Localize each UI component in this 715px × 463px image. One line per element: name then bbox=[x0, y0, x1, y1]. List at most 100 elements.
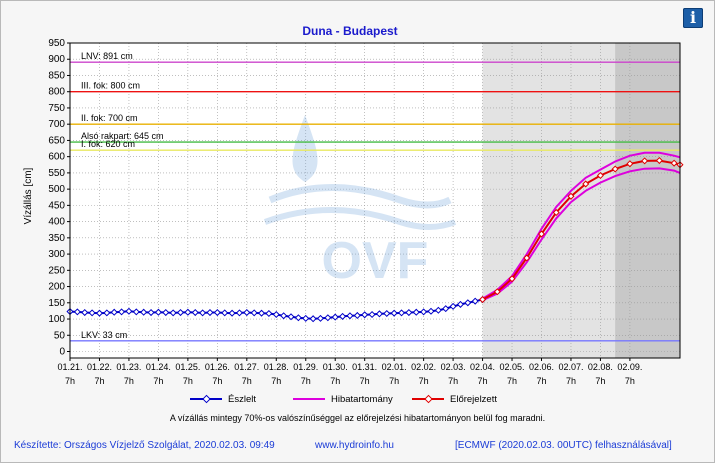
forecast-point bbox=[582, 180, 590, 188]
footer-credits: Készítette: Országos Vízjelző Szolgálat,… bbox=[14, 440, 275, 451]
observed-point bbox=[309, 315, 317, 323]
x-tick-label-hour: 7h bbox=[94, 376, 104, 386]
y-tick-label: 750 bbox=[48, 103, 65, 114]
y-axis-label: Vízállás [cm] bbox=[23, 167, 34, 224]
observed-point bbox=[353, 311, 361, 319]
x-tick-label-hour: 7h bbox=[507, 376, 517, 386]
y-tick-label: 300 bbox=[48, 249, 65, 260]
info-icon[interactable]: i bbox=[683, 8, 703, 28]
watermark-wave bbox=[268, 184, 452, 209]
observed-point bbox=[191, 309, 199, 317]
observed-point bbox=[125, 307, 133, 315]
observed-point bbox=[390, 309, 398, 317]
observed-point bbox=[184, 308, 192, 316]
observed-point bbox=[397, 309, 406, 317]
y-tick-label: 200 bbox=[48, 282, 65, 293]
legend-label: Előrejelzett bbox=[450, 394, 497, 405]
observed-point bbox=[206, 309, 214, 317]
x-tick-label-hour: 7h bbox=[419, 376, 429, 386]
x-tick-label-hour: 7h bbox=[595, 376, 605, 386]
observed-point bbox=[147, 309, 155, 317]
legend-label: Hibatartomány bbox=[331, 394, 393, 405]
watermark-wave bbox=[263, 207, 457, 230]
observed-point bbox=[346, 312, 354, 320]
observed-point bbox=[81, 309, 89, 317]
watermark-drop bbox=[292, 115, 318, 182]
x-tick-label-hour: 7h bbox=[625, 376, 635, 386]
reference-label: I. fok: 620 cm bbox=[81, 139, 135, 149]
x-tick-label-date: 01.30. bbox=[323, 362, 348, 372]
x-tick-label-hour: 7h bbox=[360, 376, 370, 386]
y-tick-label: 0 bbox=[59, 347, 65, 358]
forecast-point bbox=[655, 157, 663, 165]
legend-marker bbox=[202, 394, 211, 404]
x-tick-label-hour: 7h bbox=[153, 376, 163, 386]
forecast-shading-late bbox=[615, 43, 680, 358]
x-tick-label-date: 02.08. bbox=[588, 362, 613, 372]
forecast-point bbox=[567, 192, 575, 200]
y-tick-label: 900 bbox=[48, 54, 65, 65]
footer-source: [ECMWF (2020.02.03. 00UTC) felhasználásá… bbox=[455, 440, 672, 451]
forecast-point bbox=[626, 160, 634, 168]
observed-point bbox=[412, 308, 420, 316]
observed-point bbox=[456, 300, 464, 308]
x-tick-label-date: 01.27. bbox=[234, 362, 259, 372]
observed-point bbox=[250, 309, 258, 317]
x-tick-label-hour: 7h bbox=[183, 376, 193, 386]
observed-point bbox=[272, 310, 280, 319]
observed-point bbox=[464, 299, 472, 307]
x-tick-label-date: 01.22. bbox=[87, 362, 112, 372]
observed-point bbox=[110, 308, 118, 316]
x-tick-label-hour: 7h bbox=[301, 376, 311, 386]
x-tick-label-date: 01.23. bbox=[116, 362, 141, 372]
reference-label: LKV: 33 cm bbox=[81, 330, 127, 340]
observed-point bbox=[339, 312, 347, 320]
plot-border bbox=[69, 42, 681, 359]
forecast-point bbox=[611, 165, 619, 173]
x-tick-label-hour: 7h bbox=[65, 376, 75, 386]
observed-point bbox=[294, 314, 302, 322]
forecast-point bbox=[596, 171, 604, 180]
observed-point bbox=[368, 310, 376, 319]
forecast-point bbox=[641, 157, 649, 165]
y-tick-label: 650 bbox=[48, 135, 65, 146]
legend-label: Észlelt bbox=[228, 394, 256, 405]
y-tick-label: 350 bbox=[48, 233, 65, 244]
observed-point bbox=[302, 314, 310, 322]
x-tick-label-date: 01.26. bbox=[205, 362, 230, 372]
observed-point bbox=[375, 310, 383, 318]
error-band-upper-line bbox=[482, 151, 681, 300]
x-tick-label-date: 02.01. bbox=[382, 362, 407, 372]
x-tick-label-date: 02.05. bbox=[500, 362, 525, 372]
y-tick-label: 450 bbox=[48, 200, 65, 211]
observed-point bbox=[316, 314, 325, 322]
x-tick-label-date: 01.28. bbox=[264, 362, 289, 372]
y-tick-label: 50 bbox=[54, 330, 66, 341]
y-tick-label: 150 bbox=[48, 298, 65, 309]
observed-point bbox=[361, 311, 369, 319]
y-tick-label: 500 bbox=[48, 184, 65, 195]
y-tick-label: 850 bbox=[48, 70, 65, 81]
observed-point bbox=[169, 309, 177, 317]
observed-point bbox=[449, 302, 457, 310]
observed-point bbox=[383, 309, 391, 318]
x-tick-label-hour: 7h bbox=[330, 376, 340, 386]
x-tick-label-date: 01.31. bbox=[352, 362, 377, 372]
x-tick-label-date: 01.24. bbox=[146, 362, 171, 372]
observed-point bbox=[434, 306, 442, 314]
x-tick-label-hour: 7h bbox=[271, 376, 281, 386]
forecast-point bbox=[670, 159, 678, 167]
forecast-point bbox=[523, 254, 531, 262]
y-tick-label: 600 bbox=[48, 152, 65, 163]
x-tick-label-hour: 7h bbox=[448, 376, 458, 386]
observed-point bbox=[140, 308, 148, 316]
observed-point bbox=[118, 308, 126, 316]
observed-point bbox=[427, 307, 435, 315]
watermark-text: OVF bbox=[322, 232, 429, 290]
observed-point bbox=[176, 309, 185, 317]
forecast-note: A vízállás mintegy 70%-os valószínűségge… bbox=[169, 413, 546, 423]
x-tick-label-hour: 7h bbox=[536, 376, 546, 386]
x-tick-label-hour: 7h bbox=[242, 376, 252, 386]
footer-website-link[interactable]: www.hydroinfo.hu bbox=[315, 440, 394, 451]
reference-label: III. fok: 800 cm bbox=[81, 81, 140, 91]
